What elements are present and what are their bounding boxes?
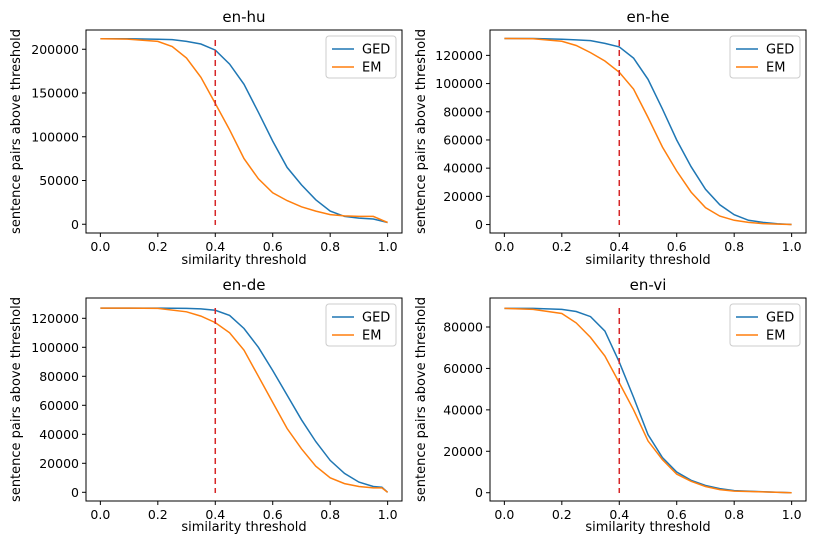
x-tick-label: 0.8	[724, 507, 744, 522]
series-line-ged	[100, 307, 389, 493]
series-line-em	[504, 307, 792, 494]
x-tick-label: 0.6	[667, 239, 687, 254]
y-tick-label: 0	[71, 485, 79, 500]
x-tick-label: 0.6	[263, 507, 283, 522]
x-tick-label: 0.0	[494, 507, 514, 522]
chart-panel-en-he: en-he 0.0 0.2 0.4 0.6 0.8 1.0 0 20000 40000 60000 8…	[414, 8, 807, 268]
plot-frame	[489, 297, 807, 502]
y-tick-label: 60000	[443, 132, 483, 147]
y-tick-label: 80000	[39, 369, 79, 384]
legend: GED EM	[325, 303, 397, 347]
chart-panel-en-vi: en-vi 0.0 0.2 0.4 0.6 0.8 1.0 0 20000 40000 60000 8…	[414, 276, 807, 535]
series-line-ged	[504, 307, 792, 494]
x-tick-label: 0.8	[724, 239, 744, 254]
x-axis-label: similarity threshold	[181, 520, 306, 535]
y-tick-label: 0	[475, 217, 483, 232]
y-tick-label: 40000	[443, 161, 483, 176]
series-line-em	[100, 38, 388, 224]
legend: GED EM	[325, 35, 397, 79]
x-tick-label: 0.4	[205, 239, 225, 254]
chart-panel-en-de: en-de 0.0 0.2 0.4 0.6 0.8 1.0 0 20000 40000 60000 8…	[9, 276, 403, 535]
y-tick-label: 150000	[31, 86, 79, 101]
x-tick-label: 0.2	[552, 507, 572, 522]
legend-label-ged: GED	[766, 43, 794, 58]
y-tick-label: 120000	[435, 48, 483, 63]
legend-label-ged: GED	[362, 311, 390, 326]
x-axis-label: similarity threshold	[585, 253, 710, 268]
x-tick-label: 0.2	[148, 507, 168, 522]
chart-title: en-vi	[630, 276, 667, 294]
plot-frame	[489, 29, 807, 234]
y-tick-label: 20000	[443, 444, 483, 459]
series-line-em	[100, 307, 389, 493]
x-tick-label: 0.0	[90, 239, 110, 254]
x-tick-label: 1.0	[782, 239, 802, 254]
y-tick-label: 20000	[39, 456, 79, 471]
y-tick-label: 100000	[31, 340, 79, 355]
chart-panel-en-hu: en-hu 0.0 0.2 0.4 0.6 0.8 1.0 0 50000 100000 15000…	[9, 8, 403, 268]
y-tick-label: 100000	[435, 76, 483, 91]
y-tick-label: 200000	[31, 42, 79, 57]
legend: GED EM	[729, 303, 801, 347]
series-line-em	[504, 37, 792, 226]
y-tick-label: 20000	[443, 189, 483, 204]
x-tick-label: 0.0	[494, 239, 514, 254]
x-tick-label: 0.6	[667, 507, 687, 522]
legend-label-em: EM	[362, 61, 381, 76]
y-tick-label: 50000	[39, 173, 79, 188]
y-tick-label: 0	[71, 217, 79, 232]
x-tick-label: 1.0	[782, 507, 802, 522]
plot-frame	[85, 29, 403, 234]
legend-label-em: EM	[766, 329, 785, 344]
x-tick-label: 0.4	[609, 239, 629, 254]
x-tick-label: 0.6	[263, 239, 283, 254]
x-axis-label: similarity threshold	[585, 520, 710, 535]
series-line-ged	[504, 37, 792, 226]
chart-title: en-hu	[222, 8, 265, 26]
chart-title: en-he	[627, 8, 670, 26]
x-tick-label: 0.2	[148, 239, 168, 254]
x-tick-label: 0.8	[320, 239, 340, 254]
y-axis-label: sentence pairs above threshold	[9, 297, 24, 502]
y-axis-label: sentence pairs above threshold	[414, 29, 429, 234]
legend-label-em: EM	[766, 61, 785, 76]
legend: GED EM	[729, 35, 801, 79]
plot-frame	[85, 297, 403, 502]
x-tick-label: 0.4	[609, 507, 629, 522]
x-tick-label: 0.8	[320, 507, 340, 522]
legend-label-ged: GED	[362, 43, 390, 58]
y-tick-label: 100000	[31, 129, 79, 144]
y-tick-label: 80000	[443, 320, 483, 335]
y-tick-label: 40000	[39, 427, 79, 442]
y-tick-label: 80000	[443, 104, 483, 119]
y-tick-label: 40000	[443, 402, 483, 417]
y-tick-label: 60000	[443, 361, 483, 376]
y-tick-label: 0	[475, 485, 483, 500]
legend-label-ged: GED	[766, 311, 794, 326]
y-axis-label: sentence pairs above threshold	[414, 297, 429, 502]
x-tick-label: 0.4	[205, 507, 225, 522]
legend-label-em: EM	[362, 329, 381, 344]
chart-title: en-de	[223, 276, 266, 294]
x-tick-label: 0.0	[90, 507, 110, 522]
x-tick-label: 1.0	[378, 507, 398, 522]
x-axis-label: similarity threshold	[181, 253, 306, 268]
y-axis-label: sentence pairs above threshold	[9, 29, 24, 234]
y-tick-label: 120000	[31, 311, 79, 326]
x-tick-label: 0.2	[552, 239, 572, 254]
y-tick-label: 60000	[39, 398, 79, 413]
x-tick-label: 1.0	[378, 239, 398, 254]
